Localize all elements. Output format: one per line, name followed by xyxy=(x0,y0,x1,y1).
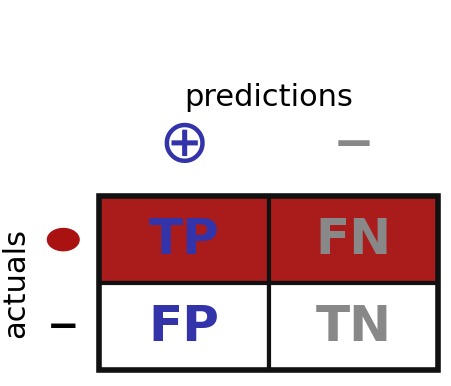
FancyBboxPatch shape xyxy=(268,283,437,370)
FancyBboxPatch shape xyxy=(268,196,437,283)
Text: −: − xyxy=(332,122,374,169)
Text: actuals: actuals xyxy=(1,228,30,338)
FancyBboxPatch shape xyxy=(99,196,268,283)
Text: TP: TP xyxy=(148,216,219,264)
Text: predictions: predictions xyxy=(184,83,353,112)
Text: −: − xyxy=(47,308,79,345)
Text: FN: FN xyxy=(315,216,391,264)
Text: ⊕: ⊕ xyxy=(158,116,209,175)
Circle shape xyxy=(47,229,79,251)
FancyBboxPatch shape xyxy=(99,283,268,370)
Text: FP: FP xyxy=(148,303,219,350)
Text: confusion matrix: confusion matrix xyxy=(41,16,410,54)
Text: TN: TN xyxy=(315,303,391,350)
